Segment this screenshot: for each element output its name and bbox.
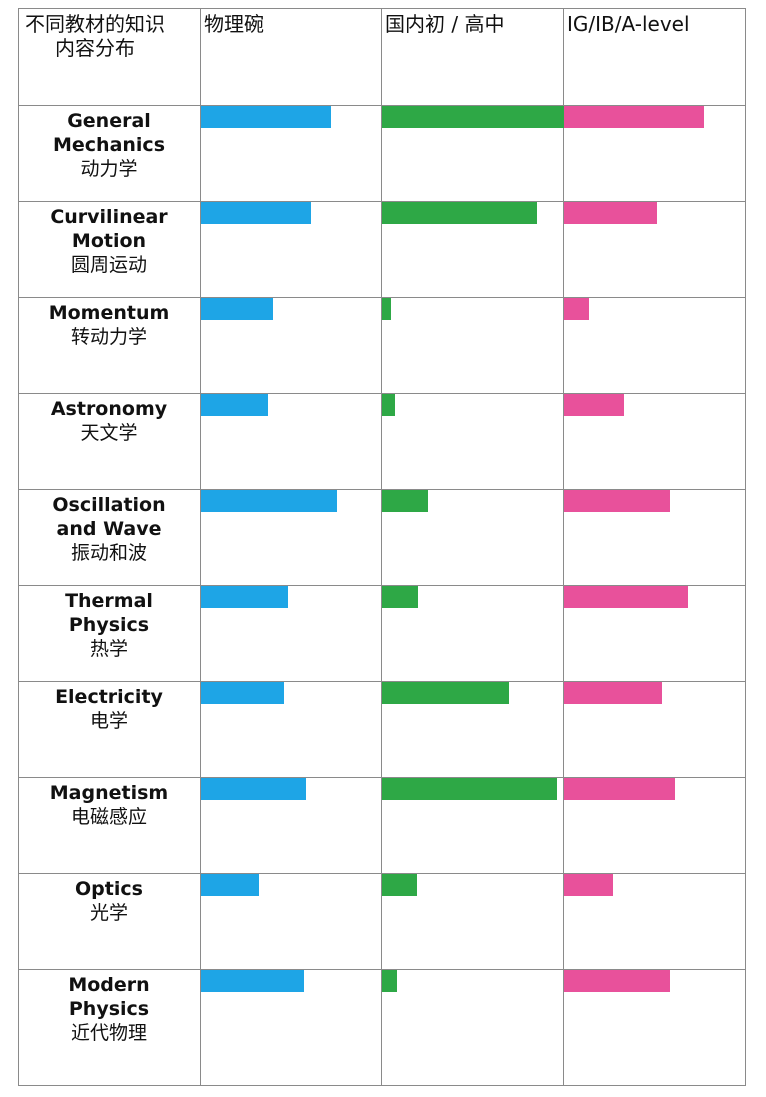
table-border <box>18 489 746 490</box>
table-border <box>18 777 746 778</box>
category-en: Modern Physics <box>68 974 150 1020</box>
bar <box>564 874 614 896</box>
table-border <box>563 8 564 1085</box>
bar <box>564 490 670 512</box>
bar <box>382 490 428 512</box>
category-label: Thermal Physics 热学 <box>18 589 200 661</box>
table-border <box>18 873 746 874</box>
table-border <box>18 681 746 682</box>
category-zh: 近代物理 <box>70 1022 147 1044</box>
bar <box>564 778 676 800</box>
category-en: Thermal Physics <box>65 590 153 636</box>
category-label: General Mechanics 动力学 <box>18 109 200 181</box>
corner-header: 不同教材的知识内容分布 <box>25 12 165 60</box>
category-zh: 动力学 <box>80 158 138 180</box>
column-header: 国内初 / 高中 <box>385 12 505 36</box>
category-en: Astronomy <box>50 398 168 420</box>
category-en: Curvilinear Motion <box>50 206 168 252</box>
table-border <box>745 8 746 1085</box>
bar <box>564 106 705 128</box>
category-zh: 转动力学 <box>70 326 147 348</box>
bar <box>382 778 557 800</box>
bar <box>564 394 625 416</box>
table-border <box>18 969 746 970</box>
category-en: Oscillation and Wave <box>52 494 166 540</box>
category-label: Electricity 电学 <box>18 685 200 733</box>
bar <box>382 682 510 704</box>
column-header: 物理碗 <box>204 12 264 36</box>
bar <box>201 778 306 800</box>
bar <box>382 394 395 416</box>
bar <box>201 106 332 128</box>
table-border <box>18 393 746 394</box>
category-label: Curvilinear Motion 圆周运动 <box>18 205 200 277</box>
category-zh: 振动和波 <box>70 542 147 564</box>
bar <box>564 970 670 992</box>
category-zh: 热学 <box>89 638 128 660</box>
bar <box>201 490 337 512</box>
table-border <box>18 585 746 586</box>
bar <box>564 298 590 320</box>
bar <box>201 298 274 320</box>
table-border <box>18 297 746 298</box>
bar <box>201 970 305 992</box>
bar <box>382 202 537 224</box>
bar <box>564 202 657 224</box>
category-en: Momentum <box>48 302 170 324</box>
bar <box>201 202 312 224</box>
bar <box>564 682 663 704</box>
table-border <box>18 201 746 202</box>
bar <box>382 106 564 128</box>
bar <box>382 586 419 608</box>
bar <box>382 874 417 896</box>
bar <box>201 874 259 896</box>
category-label: Modern Physics 近代物理 <box>18 973 200 1045</box>
table-border <box>18 1085 746 1086</box>
category-en: Optics <box>75 878 143 900</box>
category-zh: 圆周运动 <box>70 254 147 276</box>
category-label: Astronomy 天文学 <box>18 397 200 445</box>
bar <box>201 682 285 704</box>
category-label: Optics 光学 <box>18 877 200 925</box>
table-border <box>18 105 746 106</box>
category-label: Momentum 转动力学 <box>18 301 200 349</box>
bar <box>382 970 397 992</box>
category-en: General Mechanics <box>52 110 165 156</box>
category-zh: 电磁感应 <box>70 806 147 828</box>
table-border <box>18 8 19 1085</box>
category-label: Oscillation and Wave 振动和波 <box>18 493 200 565</box>
table-border <box>18 8 746 9</box>
category-en: Magnetism <box>49 782 169 804</box>
bar <box>201 394 268 416</box>
category-zh: 天文学 <box>80 422 138 444</box>
category-zh: 电学 <box>89 710 128 732</box>
column-header: IG/IB/A-level <box>567 12 690 36</box>
bar <box>382 298 392 320</box>
table-border <box>200 8 201 1085</box>
bar <box>201 586 288 608</box>
category-en: Electricity <box>55 686 163 708</box>
bar <box>564 586 688 608</box>
table-border <box>381 8 382 1085</box>
category-zh: 光学 <box>89 902 128 924</box>
category-label: Magnetism 电磁感应 <box>18 781 200 829</box>
